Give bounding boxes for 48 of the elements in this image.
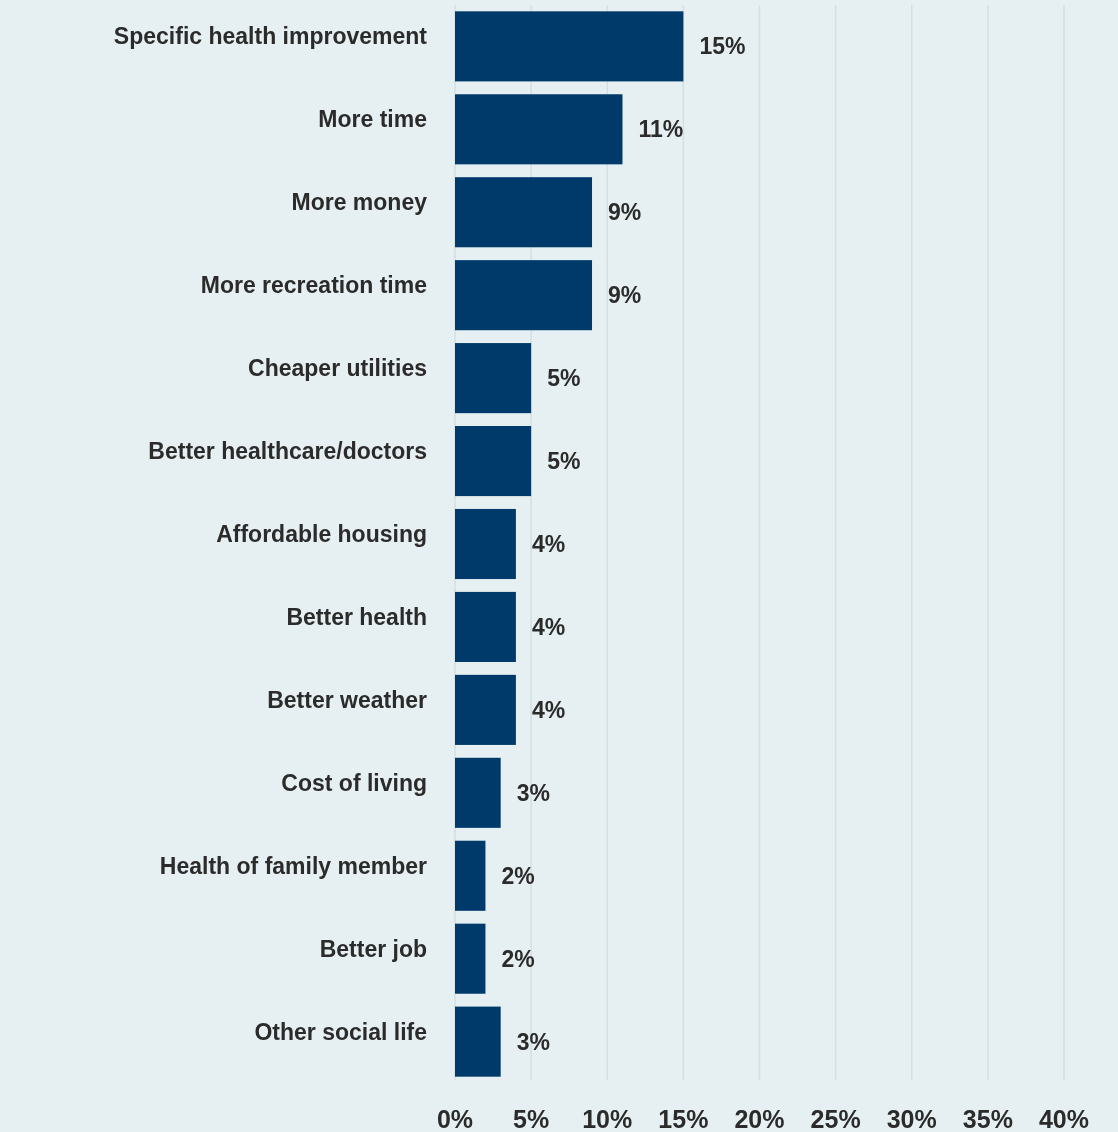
x-tick-label: 25% <box>810 1105 861 1132</box>
x-tick-label: 35% <box>962 1105 1013 1132</box>
bar <box>455 840 486 911</box>
y-tick-label: Other social life <box>254 1018 427 1045</box>
y-tick-label: Better weather <box>267 686 428 713</box>
data-label: 2% <box>501 945 535 972</box>
bar <box>455 426 532 497</box>
bar <box>455 260 593 331</box>
x-tick-label: 20% <box>734 1105 785 1132</box>
y-tick-label: Better job <box>319 935 427 962</box>
y-tick-label: More time <box>318 106 427 133</box>
y-tick-label: Specific health improvement <box>113 23 428 50</box>
y-tick-label: More recreation time <box>200 272 427 299</box>
y-tick-label: Better healthcare/doctors <box>148 438 427 465</box>
data-label: 9% <box>608 282 642 309</box>
data-label: 2% <box>501 862 535 889</box>
data-label: 3% <box>516 1028 550 1055</box>
bar <box>455 508 516 580</box>
bar <box>455 343 532 414</box>
data-label: 5% <box>547 365 581 392</box>
y-tick-label: Cost of living <box>281 769 427 796</box>
y-tick-label: Health of family member <box>159 852 428 879</box>
bar <box>455 591 516 662</box>
data-label: 9% <box>608 199 642 226</box>
bar <box>455 94 623 165</box>
data-label: 15% <box>699 33 746 60</box>
x-tick-label: 15% <box>658 1105 709 1132</box>
x-tick-label: 40% <box>1038 1105 1090 1132</box>
bar <box>455 11 684 82</box>
bar <box>455 674 516 745</box>
bar <box>455 923 486 994</box>
data-label: 4% <box>531 531 566 557</box>
y-tick-label: Cheaper utilities <box>248 355 427 382</box>
data-label: 3% <box>516 779 550 806</box>
x-tick-label: 30% <box>886 1105 937 1132</box>
x-tick-label: 10% <box>582 1105 633 1132</box>
data-label: 11% <box>638 116 684 143</box>
bar <box>455 757 501 828</box>
bar <box>455 177 593 248</box>
data-label: 4% <box>531 613 566 640</box>
data-label: 5% <box>547 448 581 475</box>
x-tick-label: 5% <box>513 1105 550 1132</box>
y-tick-label: Affordable housing <box>216 521 427 547</box>
data-label: 4% <box>531 696 566 723</box>
y-tick-label: More money <box>291 189 428 216</box>
x-tick-label: 0% <box>436 1105 474 1132</box>
y-tick-label: Better health <box>286 603 427 630</box>
bar <box>455 1006 501 1077</box>
